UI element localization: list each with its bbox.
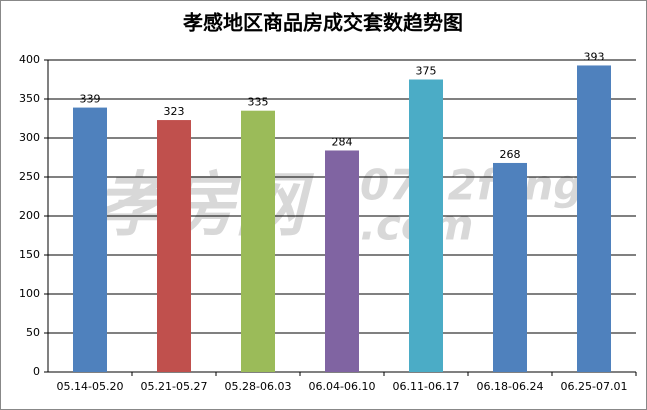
- value-label: 335: [248, 96, 269, 109]
- y-tick-label: 50: [26, 326, 40, 339]
- value-label: 393: [584, 50, 605, 63]
- value-label: 268: [500, 148, 521, 161]
- y-tick-label: 0: [33, 365, 40, 378]
- x-tick-label: 06.04-06.10: [309, 380, 376, 393]
- y-tick-label: 350: [19, 92, 40, 105]
- x-tick-label: 06.25-07.01: [561, 380, 628, 393]
- bar: [73, 107, 107, 372]
- value-label: 339: [80, 93, 101, 106]
- watermark: 0712fang: [360, 161, 583, 210]
- y-tick-label: 400: [19, 53, 40, 66]
- x-tick-label: 05.28-06.03: [225, 380, 292, 393]
- x-tick-label: 06.11-06.17: [393, 380, 460, 393]
- bar: [493, 162, 527, 372]
- x-tick-label: 05.14-05.20: [57, 380, 124, 393]
- x-tick-label: 06.18-06.24: [477, 380, 544, 393]
- y-tick-label: 300: [19, 131, 40, 144]
- bar: [577, 65, 611, 373]
- value-label: 375: [416, 65, 437, 78]
- bar: [241, 110, 275, 372]
- value-label: 284: [332, 135, 353, 148]
- y-tick-label: 150: [19, 248, 40, 261]
- y-tick-label: 100: [19, 287, 40, 300]
- value-label: 323: [164, 105, 185, 118]
- y-tick-label: 200: [19, 209, 40, 222]
- y-tick-label: 250: [19, 170, 40, 183]
- bar: [157, 120, 191, 372]
- bar: [325, 150, 359, 372]
- bar: [409, 79, 443, 372]
- chart-title: 孝感地区商品房成交套数趋势图: [182, 11, 463, 35]
- x-tick-label: 05.21-05.27: [141, 380, 208, 393]
- watermark: 孝房网: [95, 164, 315, 246]
